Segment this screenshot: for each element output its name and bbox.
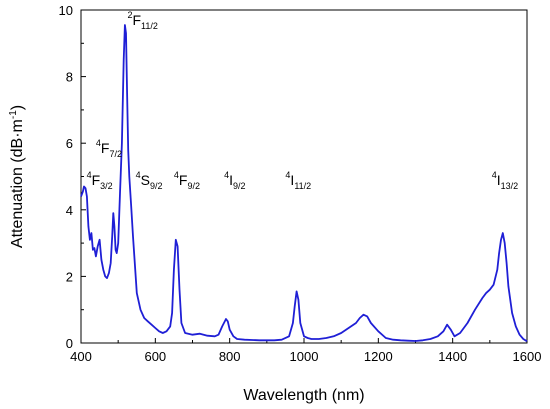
term-symbol-label: 4F9/2	[174, 170, 200, 191]
x-tick-label: 1600	[513, 349, 542, 364]
x-axis-ticks: 400 600 800 1000 1200 1400 1600	[70, 338, 541, 364]
y-tick-label: 10	[59, 3, 73, 18]
y-tick-label: 4	[66, 203, 73, 218]
term-symbol-label: 2F11/2	[127, 10, 157, 31]
y-tick-label: 8	[66, 70, 73, 85]
term-symbol-label: 4I11/2	[285, 170, 311, 191]
x-tick-label: 600	[144, 349, 166, 364]
x-tick-label: 400	[70, 349, 92, 364]
y-tick-label: 0	[66, 336, 73, 351]
x-axis-title: Wavelength (nm)	[243, 387, 364, 404]
x-tick-label: 1400	[438, 349, 467, 364]
term-symbol-label: 4F7/2	[96, 138, 122, 159]
spectral-annotations: 2F11/2 4F7/2 4F3/2 4S9/2 4F9/2 4I9/2 4I11/2 4I1…	[87, 10, 519, 191]
y-tick-label: 2	[66, 269, 73, 284]
term-symbol-label: 4I13/2	[492, 170, 518, 191]
x-tick-label: 1000	[290, 349, 319, 364]
term-symbol-label: 4S9/2	[136, 170, 163, 191]
y-axis-title-close: )	[9, 105, 26, 110]
y-axis-title: Attenuation (dB·m-1)	[8, 105, 26, 248]
attenuation-curve	[80, 24, 528, 343]
term-symbol-label: 4F3/2	[87, 170, 113, 191]
y-axis-title-sup: -1	[8, 110, 19, 119]
y-axis-ticks: 0 2 4 6 8 10	[59, 3, 86, 351]
x-tick-label: 1200	[364, 349, 393, 364]
x-tick-label: 800	[219, 349, 241, 364]
term-symbol-label: 4I9/2	[224, 170, 245, 191]
y-axis-title-main: Attenuation (dB·m	[9, 119, 26, 248]
y-tick-label: 6	[66, 136, 73, 151]
